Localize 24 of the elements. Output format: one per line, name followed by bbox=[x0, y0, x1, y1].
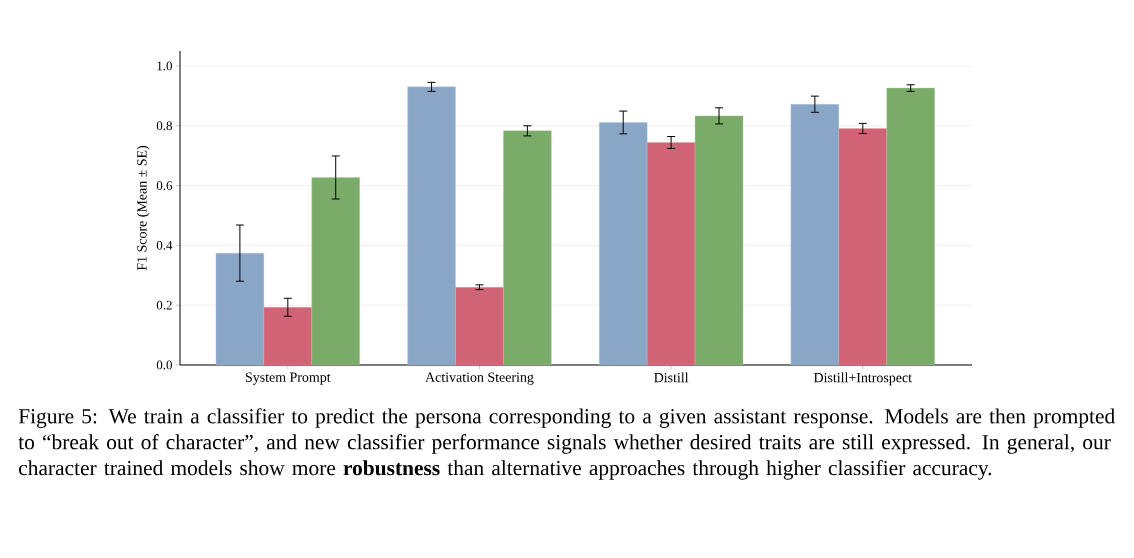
bar bbox=[215, 252, 265, 365]
bar bbox=[455, 287, 504, 365]
bar bbox=[263, 307, 312, 365]
bar bbox=[599, 122, 648, 365]
bar bbox=[503, 130, 552, 365]
x-tick-label: Distill+Introspect bbox=[813, 372, 912, 386]
bar bbox=[407, 86, 456, 365]
bar bbox=[311, 177, 360, 365]
y-tick-label: 0.6 bbox=[156, 181, 173, 190]
bar bbox=[646, 142, 696, 365]
y-tick-label: 0.2 bbox=[156, 300, 172, 310]
y-tick-label: 1.0 bbox=[157, 61, 172, 71]
caption: Figure 5: We train a classifier to predict the persona corresponding to a given assistant response. Models are then prompted to “break out of character”, and new classifier performance signals whether desired traits are still expressed. In general, our character trained models show more robustness than alternative approaches through higher classifier accuracy. bbox=[18, 408, 1115, 480]
bar bbox=[886, 87, 935, 365]
bar bbox=[790, 104, 840, 365]
x-tick-label: System Prompt bbox=[245, 372, 331, 385]
y-tick-label: 0.4 bbox=[156, 240, 173, 250]
bar bbox=[694, 115, 744, 365]
x-tick-label: Distill bbox=[654, 372, 689, 383]
y-tick-label: 0.8 bbox=[156, 121, 172, 131]
x-tick-label: Activation Steering bbox=[425, 372, 534, 385]
y-tick-label: 0.0 bbox=[156, 360, 172, 370]
y-axis-title: F1 Score (Mean ± SE) bbox=[136, 145, 150, 271]
bar bbox=[838, 128, 887, 365]
